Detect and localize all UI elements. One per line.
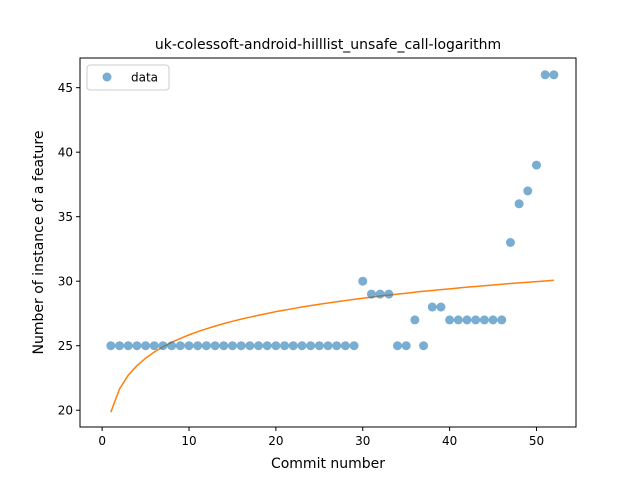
data-point <box>141 341 151 351</box>
data-point <box>175 341 185 351</box>
data-point <box>323 341 333 351</box>
data-point <box>453 315 463 325</box>
data-point <box>227 341 237 351</box>
data-point <box>384 289 394 299</box>
data-point <box>280 341 290 351</box>
plot-frame <box>79 57 577 428</box>
data-point <box>158 341 168 351</box>
data-point <box>471 315 481 325</box>
data-point <box>123 341 133 351</box>
data-point <box>523 186 533 196</box>
y-tick-label: 20 <box>58 404 73 418</box>
x-axis-title: Commit number <box>271 456 385 472</box>
data-point <box>149 341 159 351</box>
y-tick-label: 25 <box>58 339 73 353</box>
data-point <box>505 238 515 247</box>
data-point <box>531 160 541 170</box>
data-point <box>549 70 559 80</box>
data-point <box>479 315 489 325</box>
x-tick-label: 10 <box>181 434 196 448</box>
data-point <box>392 341 402 351</box>
data-point <box>540 70 550 80</box>
x-tick-label: 50 <box>529 434 544 448</box>
data-point <box>349 341 359 351</box>
data-point <box>106 341 116 351</box>
y-tick-label: 40 <box>58 146 73 160</box>
x-tick-label: 0 <box>98 434 106 448</box>
data-point <box>245 341 255 351</box>
data-point <box>314 341 324 351</box>
y-tick-label: 30 <box>58 275 73 289</box>
data-point <box>514 199 524 209</box>
data-point <box>340 341 350 351</box>
y-tick-label: 35 <box>58 210 73 224</box>
data-point <box>497 315 507 325</box>
data-point <box>254 341 264 351</box>
chart-title: uk-colessoft-android-hilllist_unsafe_cal… <box>155 37 501 53</box>
data-point <box>115 341 125 351</box>
legend-marker <box>102 72 112 82</box>
data-point <box>488 315 498 325</box>
data-point <box>288 341 298 351</box>
legend-box <box>86 64 170 91</box>
data-point <box>167 341 177 351</box>
legend: data <box>86 64 170 91</box>
y-tick-label: 45 <box>58 81 73 95</box>
data-point <box>419 341 429 351</box>
data-point <box>427 302 437 312</box>
data-point <box>236 341 246 351</box>
data-point <box>445 315 455 325</box>
fit-line <box>110 279 554 413</box>
x-tick-label: 30 <box>355 434 370 448</box>
legend-label: data <box>131 71 158 85</box>
data-point <box>462 315 472 325</box>
data-point <box>401 341 411 351</box>
data-point <box>375 289 385 299</box>
data-point <box>201 341 211 351</box>
data-point <box>210 341 220 351</box>
x-tick-label: 20 <box>268 434 283 448</box>
data-point <box>306 341 316 351</box>
data-point <box>262 341 272 351</box>
data-point <box>184 341 194 351</box>
data-point <box>332 341 342 351</box>
data-point <box>410 315 420 325</box>
data-point <box>132 341 142 351</box>
data-point <box>219 341 229 351</box>
y-axis-title: Number of instance of a feature <box>31 131 47 355</box>
data-point <box>271 341 281 351</box>
data-point <box>358 276 368 286</box>
data-point <box>436 302 446 312</box>
data-point <box>366 289 376 299</box>
data-point <box>297 341 307 351</box>
x-tick-label: 40 <box>442 434 457 448</box>
data-point <box>193 341 203 351</box>
